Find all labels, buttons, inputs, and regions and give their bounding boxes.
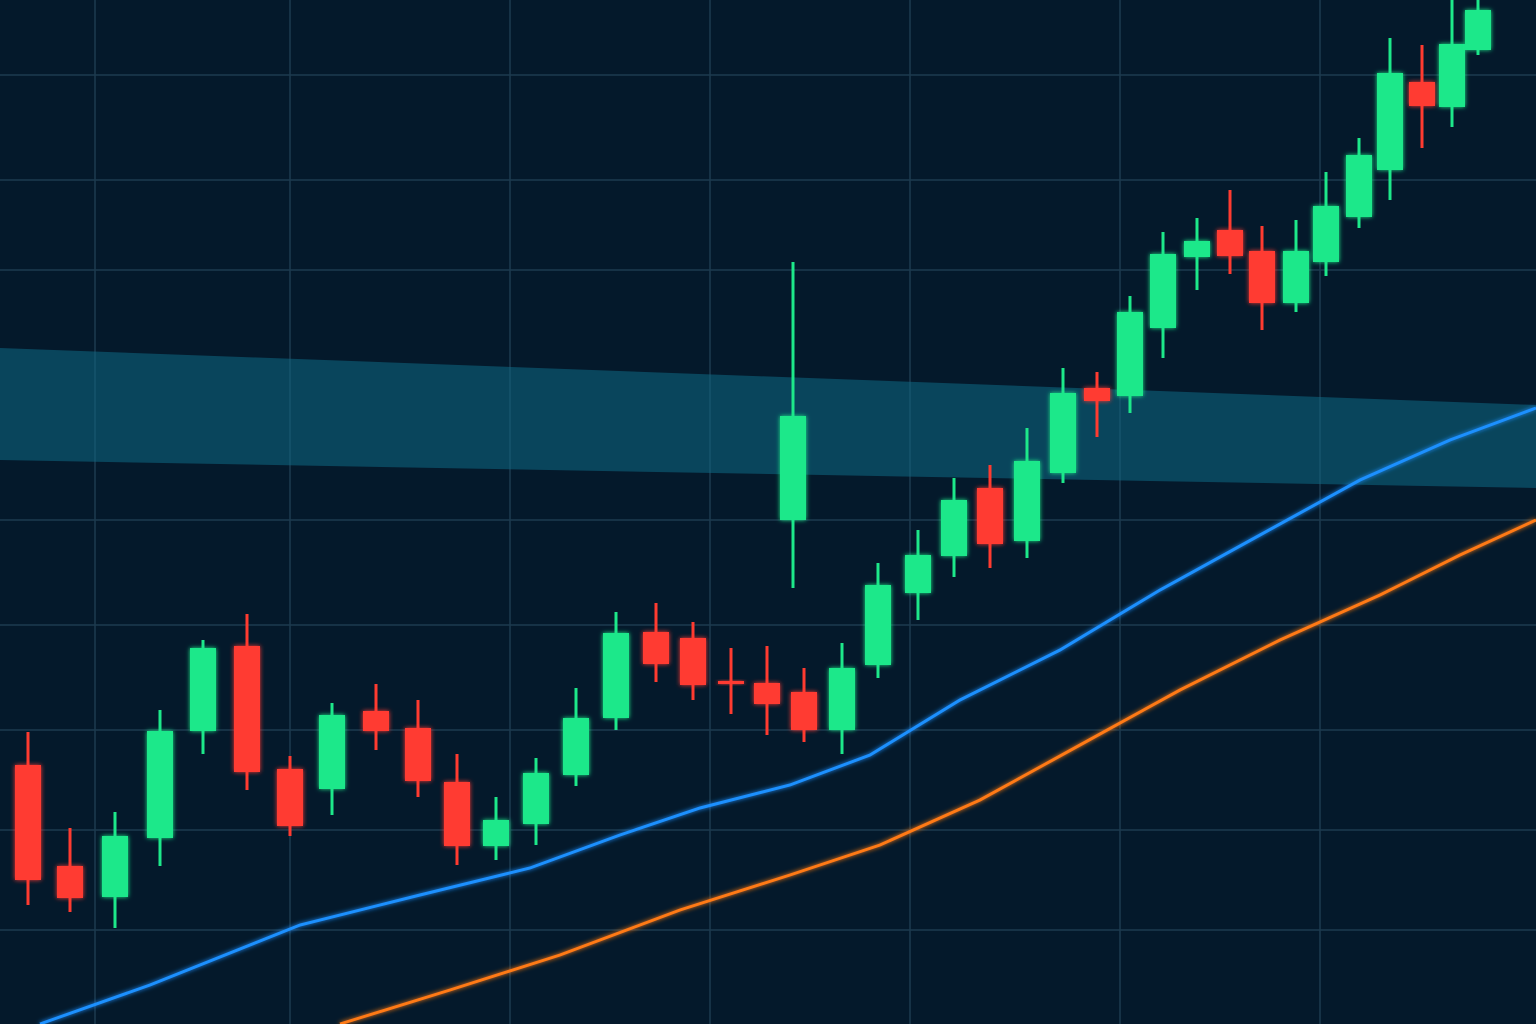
- candle-body: [1313, 206, 1339, 262]
- moving-averages: [39, 406, 1536, 1024]
- candle-body: [1346, 155, 1372, 217]
- candle-body: [1249, 251, 1275, 303]
- candle-body: [102, 836, 128, 897]
- candle-body: [1117, 312, 1143, 396]
- candle-body: [57, 866, 83, 898]
- candle-body: [277, 769, 303, 826]
- zone-band: [0, 348, 1536, 488]
- candle-body: [147, 731, 173, 838]
- candle-body: [865, 585, 891, 665]
- candle-body: [363, 711, 389, 731]
- candle-body: [1283, 251, 1309, 303]
- candle-body: [1084, 388, 1110, 401]
- candle-body: [405, 728, 431, 781]
- candle-body: [15, 765, 41, 880]
- candle-body: [680, 638, 706, 685]
- moving-average-line: [39, 406, 1536, 1024]
- candle-body: [643, 632, 669, 664]
- candle-body: [1409, 82, 1435, 106]
- candle-body: [905, 555, 931, 593]
- candle-body: [523, 773, 549, 824]
- moving-average-line: [339, 518, 1536, 1024]
- candle-body: [754, 683, 780, 704]
- candle-body: [1014, 461, 1040, 541]
- candle-body: [190, 648, 216, 731]
- candle-body: [1050, 393, 1076, 473]
- candles: [15, 0, 1491, 928]
- candle-body: [1377, 73, 1403, 170]
- candle-body: [977, 488, 1003, 544]
- candle-body: [718, 681, 744, 684]
- candle-body: [1465, 10, 1491, 50]
- candle-body: [1439, 44, 1465, 107]
- candle-body: [563, 718, 589, 775]
- candle-body: [791, 692, 817, 730]
- candle-body: [319, 715, 345, 789]
- candle-body: [1217, 230, 1243, 256]
- candle-body: [483, 820, 509, 846]
- candle-body: [603, 633, 629, 718]
- candle-body: [941, 500, 967, 556]
- candle-body: [234, 646, 260, 772]
- candle-body: [444, 782, 470, 846]
- candle-body: [780, 416, 806, 520]
- candle-body: [829, 668, 855, 730]
- candle-body: [1150, 254, 1176, 328]
- candle-body: [1184, 241, 1210, 257]
